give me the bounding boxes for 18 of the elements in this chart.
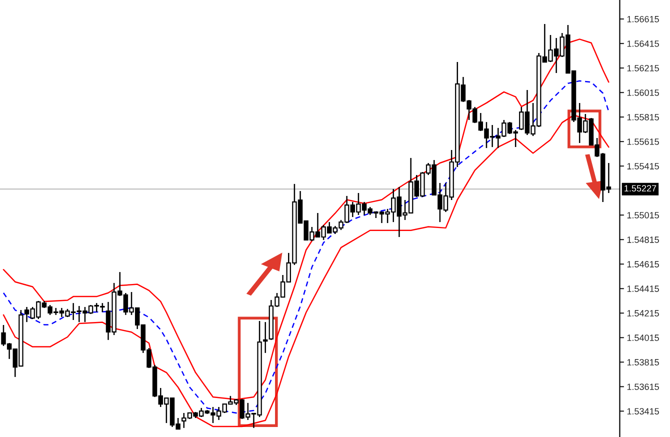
y-tick-label: 1.54615 [627, 261, 659, 268]
y-tick-label: 1.55015 [627, 212, 659, 218]
y-tick-label: 1.53415 [627, 408, 659, 415]
y-tick-label: 1.55815 [627, 114, 659, 120]
ref-line-label: 1.55227 [624, 185, 656, 192]
y-tick-label: 1.56015 [627, 89, 659, 96]
y-tick-label: 1.54015 [627, 334, 659, 341]
y-tick-label: 1.53615 [627, 384, 659, 390]
y-tick-label: 1.56215 [627, 64, 659, 72]
y-tick-label: 1.55415 [627, 163, 659, 170]
y-tick-label: 1.53815 [627, 359, 659, 366]
candlestick [263, 321, 268, 354]
y-tick-label: 1.54215 [627, 310, 659, 316]
y-tick-label: 1.56415 [627, 40, 659, 47]
y-tick-label: 1.54415 [627, 286, 659, 292]
y-tick-label: 1.55615 [627, 138, 659, 145]
y-tick-label: 1.56615 [627, 16, 659, 22]
y-tick-label: 1.54815 [627, 236, 659, 243]
